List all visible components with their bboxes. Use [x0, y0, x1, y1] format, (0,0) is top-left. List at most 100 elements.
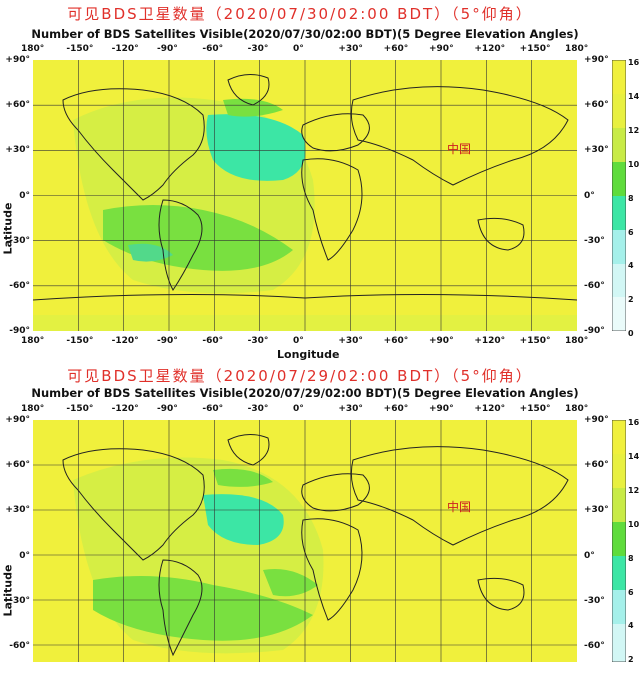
lon-tick-label: +30° — [338, 404, 363, 414]
low-coverage-atlantic — [263, 569, 318, 597]
map-svg — [33, 420, 577, 662]
lon-tick-label: +60° — [383, 44, 409, 54]
lon-tick-label: +150° — [519, 44, 551, 54]
lowest-coverage-region — [203, 494, 284, 545]
colorbar-tick-label: 6 — [628, 587, 634, 597]
lat-tick-label: -60° — [584, 281, 605, 291]
lon-tick-label: -150° — [66, 336, 94, 346]
lon-tick-label: +60° — [383, 404, 409, 414]
lat-tick-label: +60° — [584, 460, 609, 471]
colorbar-svg — [611, 419, 627, 663]
lon-tick-label: +30° — [338, 44, 363, 54]
lat-tick-label: 0° — [584, 550, 595, 561]
colorbar-tick-label: 12 — [628, 485, 640, 495]
lat-tick-label: -90° — [9, 326, 30, 337]
lower-coverage-spot — [128, 243, 173, 262]
lat-ticks-right: +90° +60° +30° 0° -30° -60° — [580, 415, 612, 691]
china-label: 中国 — [447, 142, 472, 156]
y-axis-label: Latitude — [1, 564, 15, 617]
colorbar-tick-label: 14 — [628, 91, 640, 101]
colorbar-tick-label: 10 — [628, 519, 640, 529]
lon-tick-label: +60° — [383, 336, 409, 346]
colorbar-ticks: 16 14 12 10 8 6 4 2 — [628, 418, 640, 665]
lon-tick-label: -30° — [247, 404, 269, 414]
colorbar-tick-label: 0 — [628, 329, 634, 339]
lat-tick-label: +90° — [5, 55, 30, 65]
chinese-title: 可见BDS卫星数量（2020/07/30/02:00 BDT）（5°仰角） — [67, 5, 533, 23]
colorbar — [611, 59, 627, 332]
lowest-coverage-region — [206, 114, 306, 181]
coastlines — [33, 74, 577, 301]
colorbar-tick-label: 12 — [628, 125, 640, 135]
low-coverage-north — [223, 98, 283, 117]
lon-tick-label: 180° — [565, 44, 589, 54]
lat-tick-label: -30° — [584, 235, 605, 246]
lon-tick-label: +150° — [519, 404, 551, 414]
lon-tick-label: -90° — [157, 44, 178, 54]
map-panel-1: 可见BDS卫星数量（2020/07/30/02:00 BDT）（5°仰角） Nu… — [0, 5, 640, 361]
colorbar-tick-label: 2 — [628, 655, 634, 665]
x-axis-label: Longitude — [277, 348, 340, 361]
low-coverage-north — [213, 468, 273, 487]
colorbar-tick-label: 4 — [628, 621, 634, 631]
lat-tick-label: +90° — [5, 415, 30, 425]
colorbar-tick-label: 16 — [628, 58, 640, 67]
lat-ticks-left: +90° +60° +30° 0° -30° -60° -90° — [0, 55, 32, 336]
graticule — [33, 60, 577, 331]
english-title: Number of BDS Satellites Visible(2020/07… — [31, 386, 579, 400]
lon-tick-label: -150° — [66, 404, 94, 414]
lat-tick-label: -30° — [9, 595, 30, 606]
lon-tick-label: 0° — [293, 44, 304, 54]
lon-tick-label: -90° — [157, 336, 178, 346]
lat-tick-label: +30° — [584, 505, 609, 516]
lon-tick-label: 180° — [21, 404, 45, 414]
lon-tick-label: +150° — [519, 336, 551, 346]
lat-tick-label: -90° — [584, 326, 605, 337]
lat-tick-label: +60° — [584, 100, 609, 111]
lon-tick-label: 0° — [293, 336, 304, 346]
lon-tick-label: -150° — [66, 44, 94, 54]
lat-ticks-right: +90° +60° +30° 0° -30° -60° -90° — [580, 55, 612, 336]
colorbar-svg — [611, 59, 627, 332]
lat-tick-label: -30° — [584, 595, 605, 606]
lon-tick-label: +30° — [338, 336, 363, 346]
colorbar-tick-label: 8 — [628, 193, 634, 203]
lat-tick-label: +90° — [584, 415, 609, 425]
colorbar-tick-label: 14 — [628, 451, 640, 461]
colorbar — [611, 419, 627, 663]
lat-tick-label: 0° — [19, 190, 30, 201]
lat-tick-label: +90° — [584, 55, 609, 65]
lon-ticks-bottom: 180° -150° -120° -90° -60° -30° 0° +30° +60° +90°… — [0, 336, 640, 348]
colorbar-ticks: 16 14 12 10 8 6 4 2 0 — [628, 58, 640, 338]
lon-tick-label: 180° — [565, 404, 589, 414]
lon-tick-label: 180° — [21, 44, 45, 54]
colorbar-tick-label: 16 — [628, 418, 640, 427]
lon-tick-label: -60° — [202, 44, 224, 54]
lat-tick-label: +30° — [584, 145, 609, 156]
lon-tick-label: 180° — [565, 336, 589, 346]
lon-ticks-top: 180° -150° -120° -90° -60° -30° 0° +30° +60° +90°… — [0, 44, 640, 56]
lat-tick-label: 0° — [19, 550, 30, 561]
map-area: 中国 — [33, 420, 577, 662]
lon-tick-label: +120° — [474, 404, 506, 414]
lon-tick-label: -30° — [247, 44, 269, 54]
lat-tick-label: +30° — [5, 505, 30, 516]
lon-tick-label: +90° — [429, 336, 454, 346]
lon-tick-label: -90° — [157, 404, 178, 414]
lon-tick-label: 0° — [293, 404, 304, 414]
lat-tick-label: +30° — [5, 145, 30, 156]
lon-tick-label: 180° — [21, 336, 45, 346]
lat-tick-label: +60° — [5, 100, 30, 111]
lon-tick-label: +120° — [474, 336, 506, 346]
lon-tick-label: +120° — [474, 44, 506, 54]
english-title: Number of BDS Satellites Visible(2020/07… — [31, 27, 579, 41]
lon-ticks-top: 180° -150° -120° -90° -60° -30° 0° +30° +60° +90°… — [0, 404, 640, 416]
coastlines — [62, 434, 569, 657]
lon-tick-label: -120° — [111, 404, 139, 414]
colorbar-tick-label: 6 — [628, 227, 634, 237]
lon-tick-label: -30° — [247, 336, 269, 346]
lat-ticks-left: +90° +60° +30° 0° -30° -60° — [0, 415, 32, 691]
lat-tick-label: 0° — [584, 190, 595, 201]
colorbar-tick-label: 2 — [628, 295, 634, 305]
china-label: 中国 — [447, 500, 472, 514]
